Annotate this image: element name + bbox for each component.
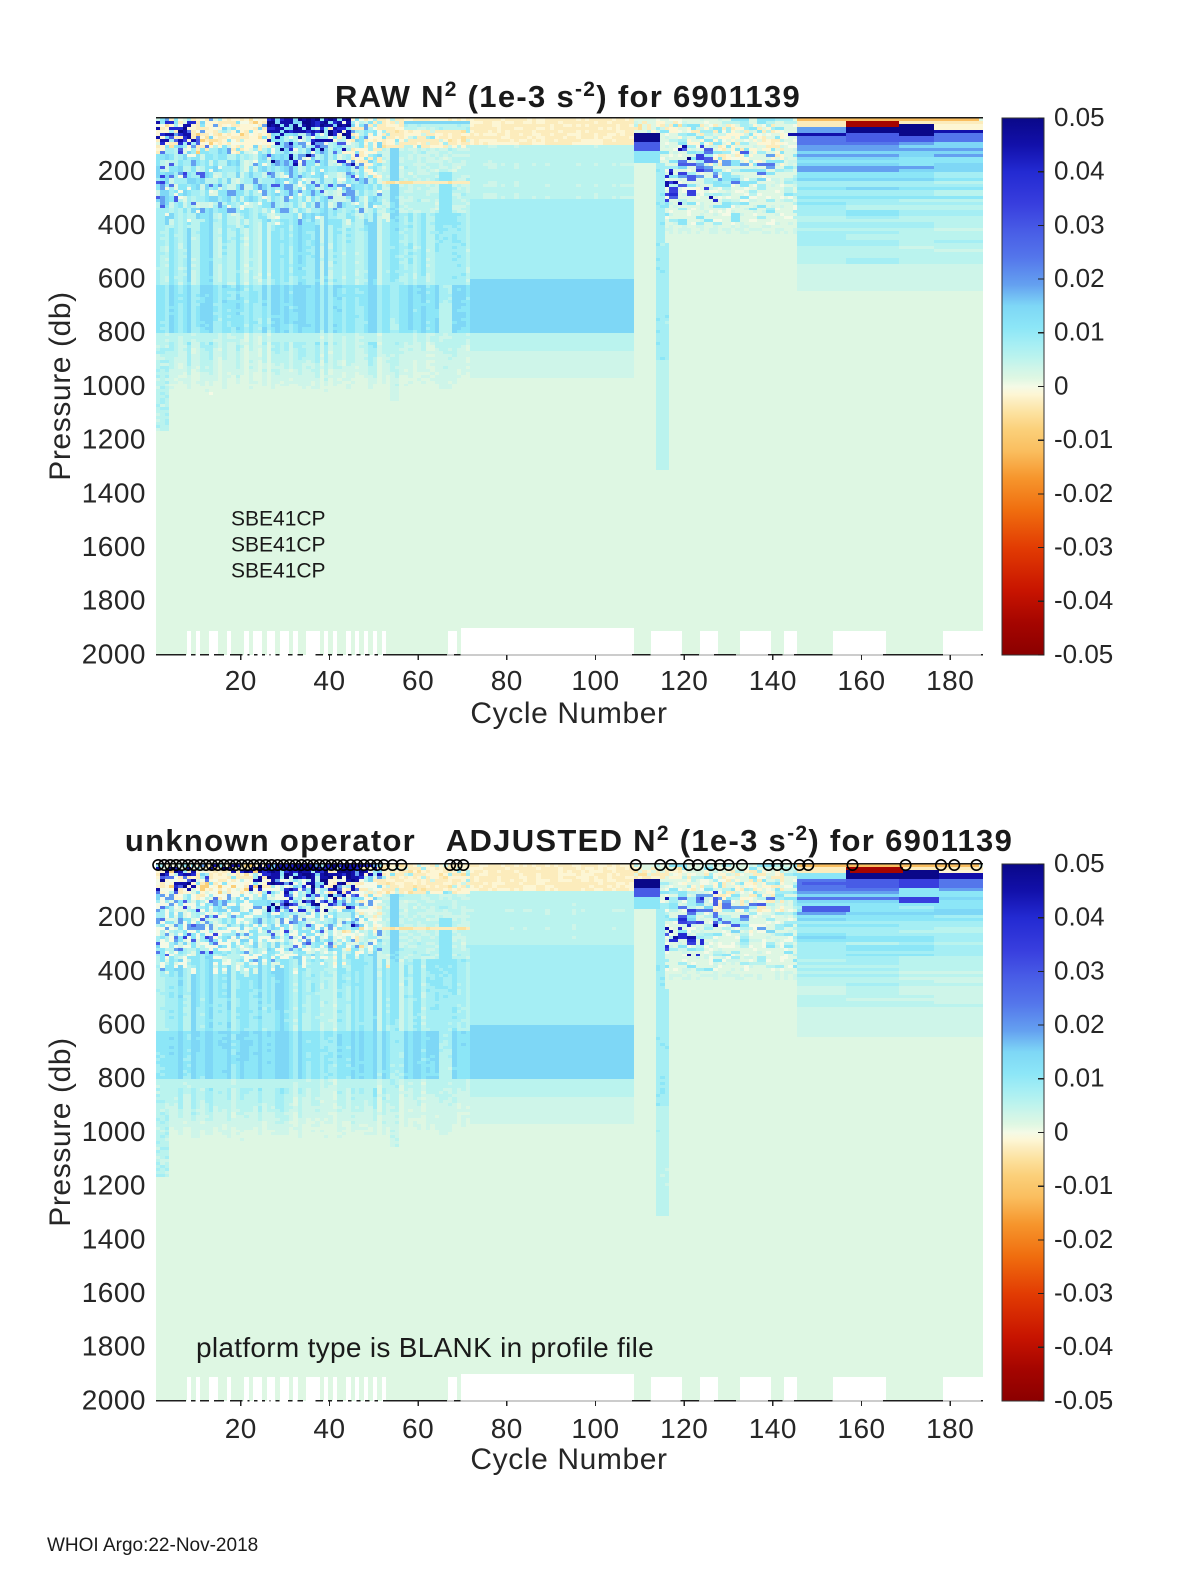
svg-text:Pressure (db): Pressure (db) (44, 291, 77, 481)
svg-text:Pressure (db): Pressure (db) (44, 1037, 77, 1227)
svg-text:1400: 1400 (82, 1223, 146, 1254)
svg-text:WHOI Argo:22-Nov-2018: WHOI Argo:22-Nov-2018 (47, 1535, 258, 1556)
svg-text:RAW N2 (1e-3 s-2) for 6901139: RAW N2 (1e-3 s-2) for 6901139 (335, 78, 801, 115)
svg-text:200: 200 (98, 155, 146, 186)
svg-text:800: 800 (98, 316, 146, 347)
svg-text:0.04: 0.04 (1054, 902, 1105, 932)
svg-text:Cycle Number: Cycle Number (470, 697, 667, 730)
svg-text:1600: 1600 (82, 1277, 146, 1308)
svg-text:0: 0 (1054, 1116, 1068, 1146)
svg-text:180: 180 (926, 665, 974, 696)
svg-text:Cycle Number: Cycle Number (470, 1443, 667, 1476)
svg-text:20: 20 (225, 1413, 257, 1444)
svg-text:80: 80 (491, 665, 523, 696)
svg-text:800: 800 (98, 1062, 146, 1093)
svg-text:60: 60 (402, 1413, 434, 1444)
svg-text:600: 600 (98, 262, 146, 293)
svg-text:400: 400 (98, 209, 146, 240)
svg-text:1000: 1000 (82, 1116, 146, 1147)
svg-text:40: 40 (313, 665, 345, 696)
svg-text:-0.04: -0.04 (1054, 585, 1113, 615)
svg-text:400: 400 (98, 955, 146, 986)
svg-text:1600: 1600 (82, 531, 146, 562)
svg-text:20: 20 (225, 665, 257, 696)
svg-text:0: 0 (1054, 370, 1068, 400)
svg-text:160: 160 (837, 1413, 885, 1444)
svg-text:1400: 1400 (82, 477, 146, 508)
svg-text:40: 40 (313, 1413, 345, 1444)
svg-text:100: 100 (571, 665, 619, 696)
svg-text:200: 200 (98, 901, 146, 932)
svg-text:120: 120 (660, 1413, 708, 1444)
svg-text:120: 120 (660, 665, 708, 696)
svg-text:0.01: 0.01 (1054, 1063, 1105, 1093)
svg-text:1200: 1200 (82, 424, 146, 455)
svg-text:-0.05: -0.05 (1054, 1385, 1113, 1415)
svg-text:160: 160 (837, 665, 885, 696)
svg-text:60: 60 (402, 665, 434, 696)
svg-text:-0.01: -0.01 (1054, 424, 1113, 454)
svg-text:-0.02: -0.02 (1054, 478, 1113, 508)
svg-text:2000: 2000 (82, 1384, 146, 1415)
svg-text:SBE41CP: SBE41CP (231, 508, 326, 531)
svg-text:180: 180 (926, 1413, 974, 1444)
svg-text:-0.02: -0.02 (1054, 1224, 1113, 1254)
svg-text:140: 140 (749, 665, 797, 696)
svg-text:1000: 1000 (82, 370, 146, 401)
svg-text:-0.03: -0.03 (1054, 531, 1113, 561)
svg-text:1200: 1200 (82, 1170, 146, 1201)
svg-text:-0.03: -0.03 (1054, 1277, 1113, 1307)
svg-text:600: 600 (98, 1008, 146, 1039)
svg-text:0.02: 0.02 (1054, 263, 1105, 293)
svg-text:0.01: 0.01 (1054, 317, 1105, 347)
svg-text:0.03: 0.03 (1054, 955, 1105, 985)
svg-text:100: 100 (571, 1413, 619, 1444)
svg-text:-0.04: -0.04 (1054, 1331, 1113, 1361)
svg-text:unknown operator ADJUSTED N2: unknown operator ADJUSTED N2 (1e-3 s-2) … (125, 822, 1013, 859)
svg-text:platform type is BLANK in prof: platform type is BLANK in profile file (196, 1332, 654, 1363)
svg-text:2000: 2000 (82, 638, 146, 669)
svg-text:80: 80 (491, 1413, 523, 1444)
svg-text:SBE41CP: SBE41CP (231, 534, 326, 557)
svg-text:0.05: 0.05 (1054, 848, 1105, 878)
svg-text:-0.01: -0.01 (1054, 1170, 1113, 1200)
svg-text:140: 140 (749, 1413, 797, 1444)
svg-text:0.05: 0.05 (1054, 102, 1105, 132)
svg-text:SBE41CP: SBE41CP (231, 560, 326, 583)
svg-text:1800: 1800 (82, 585, 146, 616)
svg-text:0.03: 0.03 (1054, 209, 1105, 239)
svg-text:0.02: 0.02 (1054, 1009, 1105, 1039)
svg-text:1800: 1800 (82, 1331, 146, 1362)
svg-text:-0.05: -0.05 (1054, 639, 1113, 669)
svg-text:0.04: 0.04 (1054, 156, 1105, 186)
